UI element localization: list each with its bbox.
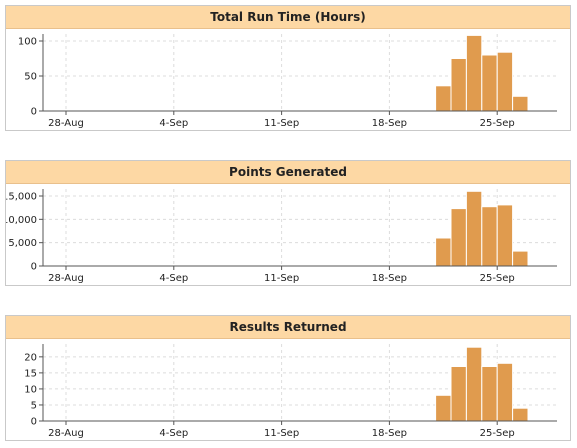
- bar: [496, 204, 514, 267]
- y-tick-label: 5,000: [8, 238, 37, 249]
- chart-title: Results Returned: [6, 316, 570, 339]
- y-tick-label: 15,000: [6, 192, 37, 203]
- x-tick-label: 25-Sep: [480, 273, 515, 284]
- x-tick-label: 11-Sep: [264, 118, 299, 129]
- x-tick-label: 4-Sep: [159, 118, 188, 129]
- bar: [481, 54, 498, 112]
- bar: [481, 366, 498, 422]
- y-tick-label: 10,000: [6, 215, 37, 226]
- x-tick-label: 28-Aug: [48, 273, 84, 284]
- x-tick-label: 18-Sep: [372, 118, 407, 129]
- results-chart: 0 5 10 15 20 28-Aug 4-Sep 11-Sep 18-Sep 25-Sep: [24, 344, 557, 439]
- y-tick-label: 0: [31, 107, 37, 118]
- x-tick-label: 25-Sep: [480, 428, 515, 439]
- bar: [465, 346, 483, 422]
- bar: [435, 237, 452, 267]
- x-tick-label: 4-Sep: [159, 273, 188, 284]
- chart-panel-run-time: Total Run Time (Hours) 0 50 100 28-Aug 4-Sep…: [5, 5, 571, 131]
- chart-panel-points: Points Generated 0 5,000 10,000 15,000 28-Au…: [5, 160, 571, 286]
- y-tick-label: 0: [31, 262, 37, 273]
- run-time-chart: 0 50 100 28-Aug 4-Sep 11-Sep 18-Sep 25-Sep: [18, 34, 557, 129]
- x-tick-label: 4-Sep: [159, 428, 188, 439]
- y-tick-label: 50: [24, 72, 37, 83]
- bar: [465, 34, 483, 112]
- bar: [512, 250, 529, 267]
- bar: [496, 362, 514, 422]
- y-tick-label: 5: [31, 400, 37, 411]
- bar: [496, 51, 514, 112]
- x-tick-label: 11-Sep: [264, 273, 299, 284]
- y-tick-label: 20: [24, 352, 37, 363]
- chart-title: Total Run Time (Hours): [6, 6, 570, 29]
- bar: [465, 190, 483, 267]
- bar: [435, 394, 452, 422]
- y-tick-label: 10: [24, 384, 37, 395]
- y-tick-label: 15: [24, 368, 37, 379]
- bar: [450, 208, 467, 267]
- chart-title: Points Generated: [6, 161, 570, 184]
- bar: [481, 206, 498, 267]
- points-chart: 0 5,000 10,000 15,000 28-Aug 4-Sep 11-Sep 18-Se…: [6, 189, 557, 284]
- bar: [450, 366, 467, 422]
- y-tick-label: 0: [31, 417, 37, 428]
- x-tick-label: 28-Aug: [48, 118, 84, 129]
- x-tick-label: 11-Sep: [264, 428, 299, 439]
- bar: [435, 85, 452, 112]
- x-tick-label: 28-Aug: [48, 428, 84, 439]
- x-tick-label: 18-Sep: [372, 428, 407, 439]
- x-tick-label: 18-Sep: [372, 273, 407, 284]
- bar: [450, 58, 467, 112]
- y-tick-label: 100: [18, 37, 37, 48]
- bar: [512, 407, 529, 422]
- bar: [512, 95, 529, 112]
- x-tick-label: 25-Sep: [480, 118, 515, 129]
- chart-panel-results: Results Returned 0 5 10 15 20 28-Aug 4-Sep 11-S…: [5, 315, 571, 441]
